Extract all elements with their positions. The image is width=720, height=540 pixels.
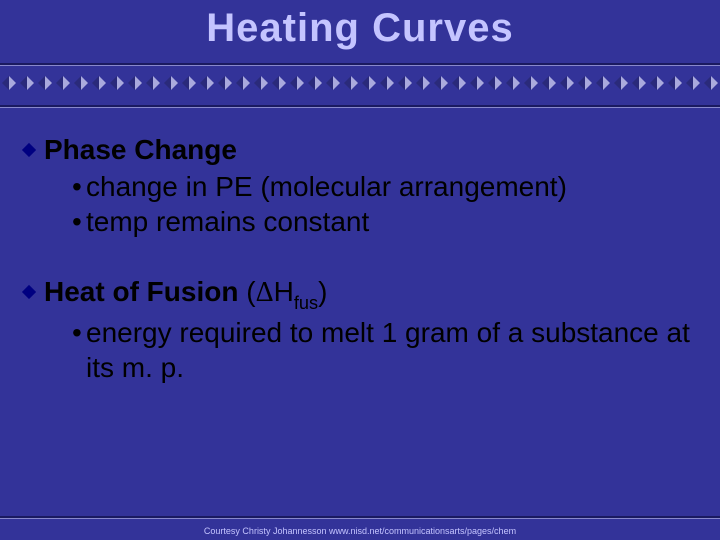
diamond-pattern-icon: [504, 74, 522, 92]
head-rest-sub: fus: [294, 293, 318, 313]
diamond-pattern-icon: [162, 74, 180, 92]
diamond-pattern-row: [0, 71, 720, 95]
diamond-pattern-icon: [540, 74, 558, 92]
diamond-pattern-icon: [360, 74, 378, 92]
head-rest-suffix: ): [318, 276, 327, 307]
diamond-pattern-icon: [450, 74, 468, 92]
sub-text: change in PE (molecular arrangement): [86, 169, 692, 204]
section-sub: • change in PE (molecular arrangement) •…: [72, 167, 692, 239]
diamond-pattern-icon: [522, 74, 540, 92]
diamond-pattern-icon: [18, 74, 36, 92]
section-sub: • energy required to melt 1 gram of a su…: [72, 313, 692, 385]
diamond-pattern-icon: [612, 74, 630, 92]
diamond-pattern-icon: [306, 74, 324, 92]
diamond-pattern-icon: [270, 74, 288, 92]
diamond-pattern-icon: [468, 74, 486, 92]
head-rest-sym: H: [274, 276, 294, 307]
diamond-pattern-icon: [126, 74, 144, 92]
diamond-pattern-icon: [432, 74, 450, 92]
diamond-pattern-icon: [252, 74, 270, 92]
footer-text: Courtesy Christy Johannesson www.nisd.ne…: [0, 524, 720, 536]
diamond-pattern-icon: [666, 74, 684, 92]
head-rest-prefix: (: [238, 276, 255, 307]
diamond-pattern-icon: [144, 74, 162, 92]
delta-symbol: Δ: [256, 277, 274, 308]
diamond-pattern-icon: [324, 74, 342, 92]
diamond-pattern-icon: [216, 74, 234, 92]
diamond-pattern-icon: [342, 74, 360, 92]
diamond-pattern-icon: [558, 74, 576, 92]
diamond-pattern-icon: [378, 74, 396, 92]
title-divider: [0, 53, 720, 113]
diamond-pattern-icon: [702, 74, 720, 92]
diamond-pattern-icon: [36, 74, 54, 92]
diamond-pattern-icon: [234, 74, 252, 92]
content-area: Phase Change • change in PE (molecular a…: [0, 113, 720, 385]
bullet-dot-icon: •: [72, 169, 86, 204]
title-text: Heating Curves: [206, 6, 513, 50]
diamond-pattern-icon: [486, 74, 504, 92]
diamond-pattern-icon: [396, 74, 414, 92]
diamond-pattern-icon: [594, 74, 612, 92]
footer-text-span: Courtesy Christy Johannesson www.nisd.ne…: [204, 526, 516, 536]
diamond-pattern-icon: [288, 74, 306, 92]
diamond-pattern-icon: [90, 74, 108, 92]
sub-text: temp remains constant: [86, 204, 692, 239]
diamond-pattern-icon: [630, 74, 648, 92]
section-head: Heat of Fusion (ΔHfus): [44, 275, 692, 313]
bullet-dot-icon: •: [72, 315, 86, 385]
diamond-pattern-icon: [0, 74, 18, 92]
sub-line: • energy required to melt 1 gram of a su…: [72, 315, 692, 385]
rule-bottom: [0, 105, 720, 108]
section-head: Phase Change: [44, 133, 692, 167]
diamond-bullet-icon: [20, 283, 36, 299]
diamond-pattern-icon: [108, 74, 126, 92]
diamond-pattern-icon: [684, 74, 702, 92]
sub-text: energy required to melt 1 gram of a subs…: [86, 315, 692, 385]
section-heat-fusion: Heat of Fusion (ΔHfus) • energy required…: [44, 275, 692, 385]
diamond-pattern-icon: [180, 74, 198, 92]
sub-line: • change in PE (molecular arrangement): [72, 169, 692, 204]
section-head-bold: Heat of Fusion: [44, 276, 238, 307]
diamond-pattern-icon: [576, 74, 594, 92]
diamond-bullet-icon: [20, 141, 36, 157]
footer: Courtesy Christy Johannesson www.nisd.ne…: [0, 506, 720, 536]
section-phase-change: Phase Change • change in PE (molecular a…: [44, 133, 692, 239]
section-head-bold: Phase Change: [44, 134, 237, 165]
diamond-pattern-icon: [648, 74, 666, 92]
bullet-dot-icon: •: [72, 204, 86, 239]
diamond-pattern-icon: [54, 74, 72, 92]
diamond-pattern-icon: [414, 74, 432, 92]
sub-line: • temp remains constant: [72, 204, 692, 239]
slide-title: Heating Curves: [0, 0, 720, 53]
rule-top: [0, 63, 720, 66]
diamond-pattern-icon: [198, 74, 216, 92]
footer-rule: [0, 516, 720, 519]
diamond-pattern-icon: [72, 74, 90, 92]
